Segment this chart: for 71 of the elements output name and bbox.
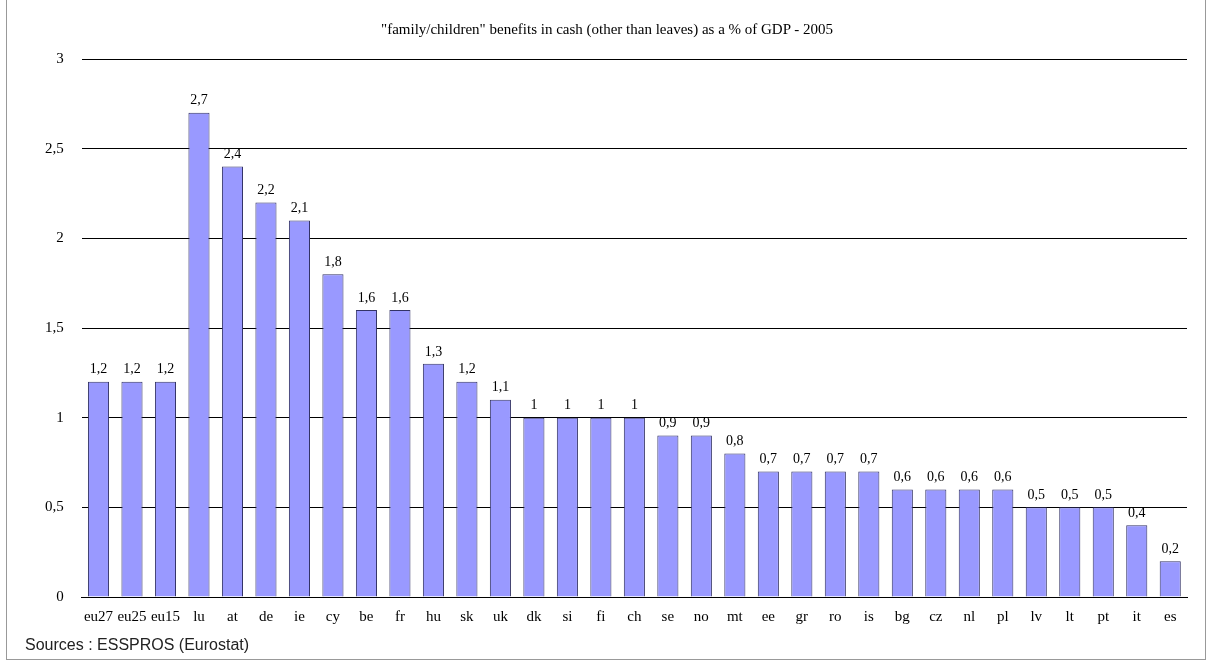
chart-title: "family/children" benefits in cash (other than leaves) as a % of GDP - 2005: [381, 20, 833, 38]
data-label: 0,8: [726, 433, 744, 449]
data-label: 0,6: [927, 469, 945, 485]
data-label: 2,1: [290, 200, 309, 216]
data-label: 1,2: [156, 361, 175, 377]
x-tick-label: lv: [1030, 607, 1043, 624]
data-label: 1,3: [424, 343, 443, 359]
x-tick-label: ch: [627, 607, 642, 624]
x-tick-label: hu: [425, 607, 442, 624]
x-tick-label: sk: [460, 607, 475, 624]
x-tick-label: eu27: [83, 607, 114, 624]
x-tick-label: it: [1132, 607, 1142, 624]
x-tick-label: no: [693, 607, 709, 624]
x-tick-label: si: [562, 607, 573, 624]
x-tick-label: ro: [829, 607, 842, 624]
source-note: Sources : ESSPROS (Eurostat): [25, 636, 250, 654]
x-tick-label: pt: [1097, 607, 1110, 624]
data-label: 2,2: [257, 182, 275, 198]
data-label: 1: [630, 397, 638, 413]
x-tick-label: cz: [929, 607, 943, 624]
y-tick-label: 0: [56, 587, 64, 604]
x-tick-label: dk: [526, 607, 542, 624]
data-label: 0,6: [893, 469, 912, 485]
data-label: 0,7: [759, 451, 778, 467]
x-tick-label: fi: [596, 607, 606, 624]
data-label: 0,5: [1061, 487, 1079, 503]
data-label: 1: [563, 397, 571, 413]
y-tick-label: 1,5: [45, 318, 64, 335]
x-tick-label: bg: [894, 607, 911, 624]
data-label: 0,5: [1094, 487, 1113, 503]
x-tick-label: at: [227, 607, 239, 624]
x-tick-label: ee: [761, 607, 776, 624]
data-label: 1,2: [123, 361, 141, 377]
x-tick-label: se: [661, 607, 675, 624]
data-label: 0,7: [860, 451, 878, 467]
x-tick-label: uk: [492, 607, 509, 624]
data-label: 0,5: [1027, 487, 1046, 503]
x-tick-label: pl: [996, 607, 1009, 624]
x-tick-label: ie: [294, 607, 306, 624]
x-tick-label: gr: [795, 607, 809, 624]
data-label: 1,2: [89, 361, 108, 377]
x-tick-label: fr: [394, 607, 405, 624]
data-label: 0,6: [994, 469, 1012, 485]
data-label: 0,7: [793, 451, 811, 467]
data-label: 1: [597, 397, 605, 413]
x-tick-label: nl: [963, 607, 976, 624]
data-label: 0,6: [960, 469, 979, 485]
x-tick-label: is: [863, 607, 874, 624]
x-tick-label: cy: [325, 607, 341, 624]
data-label: 1,8: [324, 253, 342, 269]
data-label: 1,2: [458, 361, 476, 377]
x-tick-label: lu: [193, 607, 206, 624]
data-label: 2,7: [190, 92, 208, 108]
x-tick-label: es: [1164, 607, 1177, 624]
y-tick-label: 2,5: [45, 139, 64, 156]
data-label: 0,7: [826, 451, 845, 467]
y-tick-label: 2: [56, 229, 64, 246]
x-tick-label: be: [359, 607, 374, 624]
y-tick-label: 3: [56, 49, 64, 66]
data-label: 0,2: [1161, 540, 1179, 556]
data-label: 1,6: [391, 289, 409, 305]
x-tick-label: lt: [1065, 607, 1075, 624]
x-tick-label: eu15: [150, 607, 181, 624]
y-tick-label: 0,5: [45, 498, 64, 515]
data-label: 1,1: [491, 379, 510, 395]
x-tick-label: eu25: [117, 607, 147, 624]
y-tick-label: 1: [56, 408, 64, 425]
data-label: 1: [530, 397, 538, 413]
x-tick-label: mt: [726, 607, 744, 624]
x-tick-label: de: [258, 607, 274, 624]
data-label: 1,6: [357, 289, 376, 305]
